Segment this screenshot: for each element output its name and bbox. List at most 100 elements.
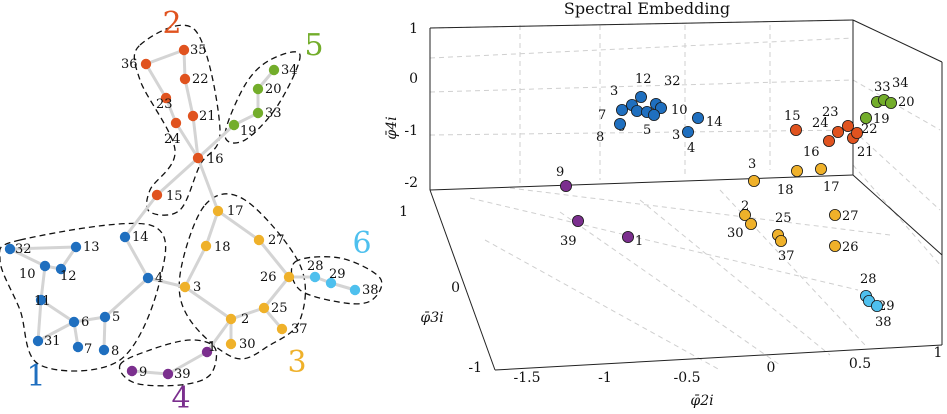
graph-edge [39, 298, 76, 324]
graph-edge [144, 48, 186, 66]
point-marker [745, 217, 758, 230]
point-marker [851, 127, 864, 140]
z-tick-label: -2 [404, 175, 418, 191]
node-label: 6 [81, 315, 89, 330]
node-label: 38 [362, 283, 379, 298]
graph-edge [205, 317, 233, 354]
graph-edge [8, 247, 47, 268]
y-tick-label: -1 [468, 360, 482, 376]
cluster-label-6: 6 [352, 226, 371, 261]
node-label: 31 [44, 334, 61, 349]
graph-edge [174, 121, 200, 160]
node-marker [179, 73, 191, 85]
scatter-point: 10 [655, 102, 688, 118]
graph-node: 6 [68, 315, 89, 330]
point-marker [829, 239, 842, 252]
point-marker [842, 120, 855, 133]
scatter-point: 24 [812, 116, 845, 139]
node-marker [126, 365, 138, 377]
graph-node: 17 [212, 204, 244, 219]
node-marker [162, 368, 174, 380]
node-marker [283, 271, 295, 283]
point-label: 18 [777, 183, 794, 198]
graph-node: 28 [307, 259, 324, 283]
point-label: 28 [860, 272, 877, 287]
point-marker [775, 234, 788, 247]
scatter-point: 7 [598, 104, 629, 123]
graph-node: 13 [70, 240, 100, 255]
scatter-point: 30 [727, 217, 758, 241]
graph-node: 31 [32, 334, 61, 349]
point-marker [631, 105, 644, 118]
axes-line [429, 79, 854, 93]
scatter-point: 39 [560, 214, 585, 249]
node-marker [258, 302, 270, 314]
graph-node: 25 [258, 301, 288, 316]
point-marker [622, 230, 635, 243]
x-tick-label: 1 [934, 345, 943, 361]
graph-node: 15 [151, 189, 183, 204]
graph-node: 12 [55, 263, 77, 284]
graph-edge [72, 315, 107, 324]
node-marker [35, 294, 47, 306]
graph-node: 4 [142, 271, 163, 286]
point-label: 29 [878, 299, 895, 314]
node-label: 8 [111, 344, 119, 359]
graph-edge [123, 235, 150, 280]
scatter-point: 8 [596, 118, 627, 145]
point-marker [829, 208, 842, 221]
graph-node: 30 [225, 337, 256, 352]
node-label: 14 [132, 230, 149, 245]
graph-node: 8 [98, 344, 119, 359]
axes-line [429, 19, 854, 29]
node-marker [4, 243, 16, 255]
node-marker [160, 92, 172, 104]
scatter-point: 27 [829, 208, 859, 224]
node-marker [228, 119, 240, 131]
node-label: 36 [121, 57, 138, 72]
point-marker [572, 214, 585, 227]
point-label: 39 [560, 234, 577, 249]
graph-node: 16 [192, 152, 224, 167]
scatter-point: 12 [635, 72, 652, 104]
axis-label-ylabel: φ̄3i [420, 310, 443, 326]
point-label: 3 [610, 84, 618, 99]
node-marker [268, 64, 280, 76]
node-marker [32, 335, 44, 347]
graph-node: 37 [276, 322, 308, 337]
scatter-point: 37 [775, 234, 795, 264]
node-label: 15 [166, 189, 183, 204]
graph-edge [103, 276, 150, 319]
graph-node: 10 [19, 260, 51, 282]
graph-edge [229, 306, 266, 321]
node-marker [253, 234, 265, 246]
node-marker [55, 263, 67, 275]
point-label: 14 [706, 115, 723, 130]
point-label: 30 [727, 226, 744, 241]
graph-node: 2 [225, 312, 249, 327]
node-marker [142, 272, 154, 284]
graph-edge [196, 156, 220, 213]
node-label: 22 [192, 72, 209, 87]
spectral-embedding-plot: Spectral Embedding -1.5 -1 -0.5 0 0.5 1 -1 0 1 -2… [384, 0, 943, 409]
z-tick-label: 0 [409, 71, 418, 87]
axes-line [852, 79, 941, 131]
point-label: 33 [874, 80, 891, 95]
graph-edge [183, 77, 195, 118]
node-label: 5 [112, 310, 120, 325]
node-marker [70, 241, 82, 253]
graph-edge [183, 244, 208, 289]
node-label: 12 [60, 269, 77, 284]
axis-label-xlabel: φ̄2i [690, 393, 713, 409]
node-label: 21 [199, 109, 216, 124]
node-label: 29 [329, 267, 346, 282]
cluster-label-4: 4 [171, 381, 190, 414]
graph-node: 34 [268, 63, 298, 78]
axes-line [429, 174, 854, 191]
graph-node: 39 [162, 367, 191, 382]
scatter-point: 22 [851, 122, 878, 140]
scatter-point: 3 [648, 109, 680, 143]
scatter-point: 3 [748, 157, 761, 187]
